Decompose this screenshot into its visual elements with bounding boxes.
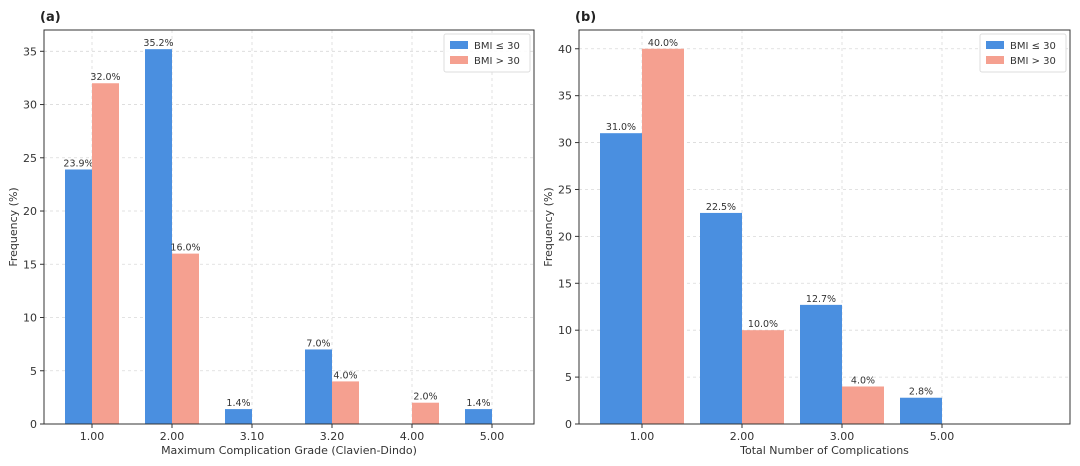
y-tick-label: 40 xyxy=(558,43,572,56)
bar xyxy=(172,253,199,424)
bar xyxy=(92,83,119,425)
data-label: 7.0% xyxy=(306,338,330,349)
bar xyxy=(800,304,842,424)
y-tick-label: 25 xyxy=(558,183,572,196)
x-axis-label: Maximum Complication Grade (Clavien-Dind… xyxy=(161,444,417,457)
y-tick-label: 5 xyxy=(565,371,572,384)
y-tick-label: 10 xyxy=(23,312,37,325)
legend-swatch xyxy=(986,41,1004,49)
data-label: 16.0% xyxy=(170,243,200,254)
y-tick-label: 10 xyxy=(558,324,572,337)
legend-swatch xyxy=(450,56,468,64)
y-tick-label: 15 xyxy=(23,258,37,271)
y-tick-label: 0 xyxy=(565,418,572,431)
data-label: 35.2% xyxy=(143,38,173,49)
bar xyxy=(412,402,439,424)
data-label: 10.0% xyxy=(748,319,778,330)
bar xyxy=(465,409,492,424)
bar xyxy=(842,386,884,424)
y-tick-label: 35 xyxy=(558,90,572,103)
y-tick-label: 30 xyxy=(23,99,37,112)
y-axis-label: Frequency (%) xyxy=(542,187,555,266)
x-tick-label: 1.00 xyxy=(80,430,105,443)
chart-panel-0: 23.9% 32.0% 1.00 35.2% 16.0% 2.00 1.4% 3.10 7.0%… xyxy=(7,10,535,457)
data-label: 12.7% xyxy=(806,294,836,305)
legend-entry: BMI > 30 xyxy=(1010,56,1056,67)
x-axis-label: Total Number of Complications xyxy=(739,444,909,457)
y-tick-label: 25 xyxy=(23,152,37,165)
data-label: 1.4% xyxy=(466,398,490,409)
data-label: 31.0% xyxy=(606,122,636,133)
x-tick-label: 3.10 xyxy=(240,430,265,443)
data-label: 4.0% xyxy=(333,370,357,381)
panel-label: (a) xyxy=(40,10,61,25)
axes-frame xyxy=(43,29,535,425)
x-tick-label: 4.00 xyxy=(400,430,425,443)
y-tick-label: 20 xyxy=(558,230,572,243)
legend-entry: BMI ≤ 30 xyxy=(1010,41,1056,52)
y-tick-label: 5 xyxy=(30,365,37,378)
axes-frame xyxy=(578,29,1071,425)
bar xyxy=(332,381,359,424)
bar xyxy=(900,397,942,424)
chart-panel-1: 31.0% 40.0% 1.00 22.5% 10.0% 2.00 12.7% 4.0% 3.0… xyxy=(542,10,1071,457)
bar xyxy=(145,49,172,424)
bar xyxy=(305,349,332,424)
data-label: 1.4% xyxy=(226,398,250,409)
x-tick-label: 2.00 xyxy=(160,430,185,443)
bar xyxy=(600,133,642,424)
panel-label: (b) xyxy=(575,10,596,25)
legend-entry: BMI ≤ 30 xyxy=(474,41,520,52)
data-label: 2.8% xyxy=(909,387,933,398)
data-label: 2.0% xyxy=(413,392,437,403)
legend: BMI ≤ 30 BMI > 30 xyxy=(443,33,531,73)
data-label: 40.0% xyxy=(648,38,678,49)
legend: BMI ≤ 30 BMI > 30 xyxy=(979,33,1067,73)
data-label: 23.9% xyxy=(63,158,93,169)
y-axis-label: Frequency (%) xyxy=(7,187,20,266)
bar xyxy=(225,409,252,424)
data-label: 4.0% xyxy=(851,375,875,386)
bar xyxy=(642,48,684,425)
y-tick-label: 30 xyxy=(558,137,572,150)
x-tick-label: 5.00 xyxy=(930,430,955,443)
y-tick-label: 0 xyxy=(30,418,37,431)
legend-swatch xyxy=(450,41,468,49)
y-tick-label: 35 xyxy=(23,45,37,58)
x-tick-label: 3.00 xyxy=(830,430,855,443)
x-tick-label: 1.00 xyxy=(630,430,655,443)
bar xyxy=(65,169,92,424)
bar xyxy=(742,330,784,424)
data-label: 32.0% xyxy=(90,72,120,83)
x-tick-label: 5.00 xyxy=(480,430,505,443)
y-tick-label: 20 xyxy=(23,205,37,218)
x-tick-label: 3.20 xyxy=(320,430,345,443)
x-tick-label: 2.00 xyxy=(730,430,755,443)
legend-entry: BMI > 30 xyxy=(474,56,520,67)
bar xyxy=(700,212,742,424)
legend-swatch xyxy=(986,56,1004,64)
y-tick-label: 15 xyxy=(558,277,572,290)
data-label: 22.5% xyxy=(706,202,736,213)
